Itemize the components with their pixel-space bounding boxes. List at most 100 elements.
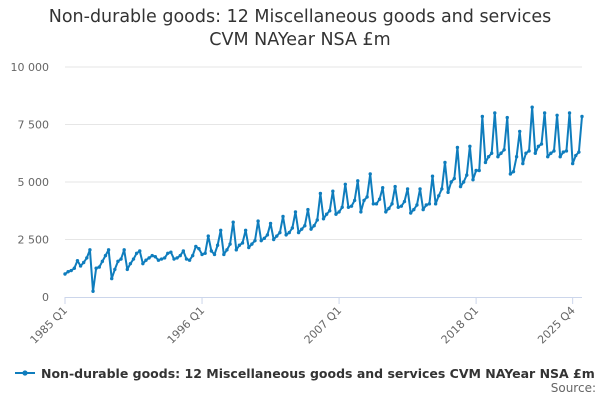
data-point[interactable] (321, 217, 326, 221)
data-point[interactable] (539, 142, 544, 146)
data-point[interactable] (225, 248, 229, 252)
data-point[interactable] (377, 197, 382, 201)
data-point[interactable] (384, 210, 388, 214)
data-point[interactable] (312, 224, 316, 228)
data-point[interactable] (527, 149, 531, 153)
data-point[interactable] (144, 258, 148, 262)
data-point[interactable] (131, 257, 136, 261)
data-point[interactable] (290, 226, 295, 230)
data-point[interactable] (368, 172, 372, 176)
data-point[interactable] (564, 149, 569, 153)
data-point[interactable] (293, 210, 298, 214)
data-point[interactable] (228, 242, 232, 246)
data-point[interactable] (458, 184, 463, 189)
data-point[interactable] (209, 249, 214, 253)
data-point[interactable] (546, 155, 550, 159)
data-point[interactable] (66, 270, 70, 274)
data-point[interactable] (437, 194, 441, 198)
data-point[interactable] (206, 234, 210, 238)
data-point[interactable] (190, 253, 195, 258)
data-point[interactable] (122, 248, 126, 252)
data-point[interactable] (328, 209, 332, 213)
data-point[interactable] (265, 233, 270, 237)
data-point[interactable] (349, 204, 354, 208)
data-point[interactable] (97, 265, 101, 269)
data-point[interactable] (169, 250, 173, 254)
data-point[interactable] (346, 205, 351, 209)
data-point[interactable] (250, 242, 254, 246)
data-point[interactable] (468, 144, 472, 149)
data-point[interactable] (75, 258, 80, 263)
data-point[interactable] (303, 224, 307, 228)
data-point[interactable] (561, 150, 566, 154)
data-point[interactable] (371, 202, 376, 206)
data-point[interactable] (508, 172, 513, 176)
data-point[interactable] (318, 191, 323, 196)
data-point[interactable] (284, 233, 288, 237)
data-point[interactable] (222, 252, 226, 257)
data-point[interactable] (418, 187, 422, 191)
data-point[interactable] (324, 212, 329, 216)
data-point[interactable] (275, 234, 279, 238)
data-point[interactable] (194, 244, 198, 249)
data-point[interactable] (113, 267, 117, 272)
data-point[interactable] (234, 248, 238, 252)
data-point[interactable] (247, 245, 251, 250)
data-point[interactable] (552, 149, 556, 153)
data-point[interactable] (452, 176, 457, 181)
data-point[interactable] (166, 251, 170, 255)
data-point[interactable] (63, 272, 67, 276)
data-point[interactable] (306, 207, 310, 212)
data-point[interactable] (446, 190, 450, 195)
data-point[interactable] (493, 111, 497, 115)
data-point[interactable] (489, 151, 494, 155)
data-point[interactable] (203, 251, 207, 255)
data-point[interactable] (577, 150, 581, 154)
data-point[interactable] (421, 207, 425, 212)
data-point[interactable] (486, 155, 491, 159)
data-point[interactable] (530, 105, 534, 109)
data-point[interactable] (555, 113, 559, 118)
data-point[interactable] (440, 187, 444, 191)
data-point[interactable] (278, 230, 282, 235)
data-point[interactable] (116, 259, 120, 264)
data-point[interactable] (465, 173, 469, 177)
data-point[interactable] (340, 205, 344, 209)
data-point[interactable] (78, 264, 83, 268)
data-point[interactable] (518, 129, 522, 134)
data-point[interactable] (396, 205, 400, 209)
data-point[interactable] (256, 219, 260, 223)
data-point[interactable] (125, 267, 129, 272)
data-point[interactable] (103, 253, 108, 258)
data-point[interactable] (219, 228, 223, 232)
data-point[interactable] (243, 228, 248, 232)
data-point[interactable] (352, 198, 357, 203)
data-point[interactable] (412, 207, 416, 212)
data-point[interactable] (281, 214, 285, 219)
data-point[interactable] (156, 258, 161, 262)
data-point[interactable] (175, 256, 179, 260)
data-point[interactable] (533, 151, 537, 155)
data-point[interactable] (287, 230, 291, 235)
data-point[interactable] (380, 186, 385, 190)
data-point[interactable] (259, 238, 263, 243)
data-point[interactable] (100, 259, 105, 264)
data-point[interactable] (570, 161, 575, 166)
data-point[interactable] (536, 144, 541, 149)
data-point[interactable] (215, 243, 220, 247)
legend[interactable]: Non-durable goods: 12 Miscellaneous good… (14, 364, 595, 382)
data-point[interactable] (343, 182, 348, 186)
data-point[interactable] (119, 257, 123, 261)
data-point[interactable] (212, 252, 217, 257)
data-point[interactable] (94, 266, 98, 270)
data-point[interactable] (409, 211, 413, 215)
data-point[interactable] (477, 168, 481, 173)
data-point[interactable] (309, 227, 313, 231)
data-point[interactable] (415, 203, 419, 207)
data-point[interactable] (567, 111, 572, 115)
data-point[interactable] (393, 184, 397, 189)
data-point[interactable] (172, 257, 176, 261)
data-point[interactable] (69, 268, 73, 273)
data-point[interactable] (85, 256, 89, 260)
data-point[interactable] (337, 210, 341, 214)
